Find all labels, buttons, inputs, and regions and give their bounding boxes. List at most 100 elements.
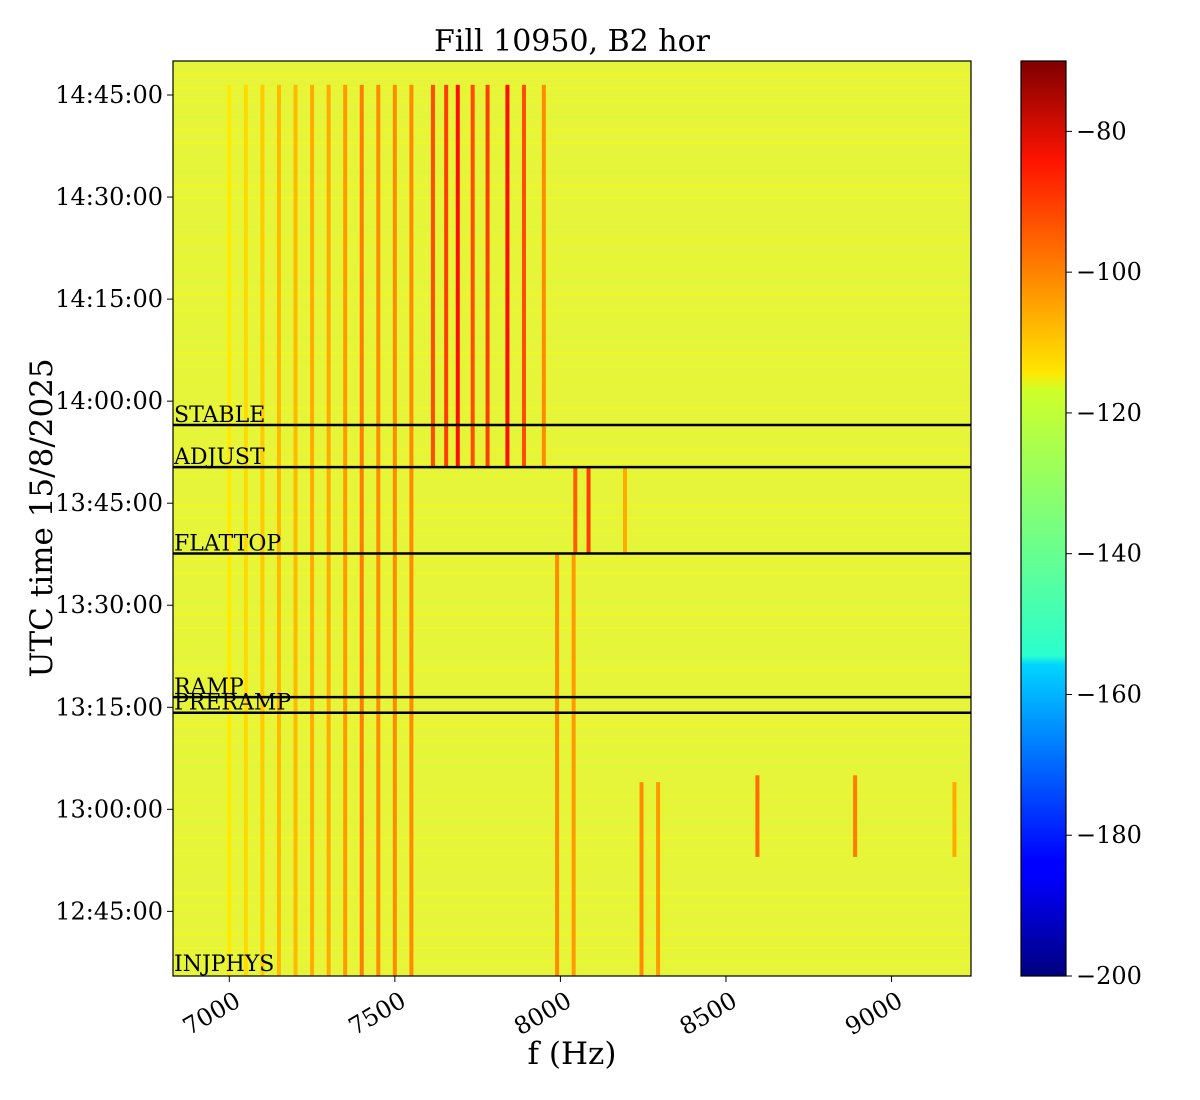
spectral-line (485, 84, 490, 468)
phase-marker-label: ADJUST (173, 445, 265, 470)
noise-band (173, 365, 971, 367)
x-tick-label: 9000 (840, 986, 907, 1041)
x-axis: 7000 7500 8000 8500 9000 (178, 976, 907, 1041)
colorbar-tick-label: −180 (1076, 821, 1142, 849)
spectral-line (409, 84, 414, 976)
y-tick-label: 13:30:00 (55, 591, 163, 619)
phase-marker-label: RAMP (174, 675, 244, 700)
noise-band (173, 449, 971, 451)
y-tick-label: 13:15:00 (55, 693, 163, 721)
noise-band (173, 310, 971, 312)
colorbar-tick-label: −100 (1076, 258, 1142, 286)
noise-band (173, 158, 971, 160)
spectral-line (656, 782, 661, 976)
noise-band (173, 504, 971, 506)
noise-band (173, 352, 971, 354)
chart-title: Fill 10950, B2 hor (434, 24, 711, 59)
spectral-line (310, 84, 315, 976)
spectral-line (639, 782, 644, 976)
noise-band (173, 61, 971, 63)
phase-marker-label: STABLE (174, 403, 265, 428)
y-tick-label: 12:45:00 (55, 897, 163, 925)
y-axis: 12:45:00 13:00:00 13:15:00 13:30:00 13:45:00… (55, 81, 173, 925)
x-tick-label: 7000 (178, 986, 245, 1041)
noise-band (173, 517, 971, 519)
noise-band (173, 239, 971, 241)
spectral-line (952, 782, 957, 857)
colorbar-tick-label: −80 (1076, 117, 1127, 145)
spectral-line (571, 553, 576, 976)
noise-band (173, 462, 971, 464)
noise-band (173, 530, 971, 532)
y-tick-label: 13:00:00 (55, 795, 163, 823)
noise-band (173, 255, 971, 257)
phase-marker-label: FLATTOP (174, 532, 281, 557)
phase-marker-label: INJPHYS (174, 952, 274, 977)
noise-band (173, 420, 971, 422)
y-tick-label: 14:15:00 (55, 285, 163, 313)
spectral-line (586, 467, 591, 554)
spectral-line (853, 775, 858, 857)
noise-band (173, 142, 971, 144)
x-axis-label: f (Hz) (528, 1036, 617, 1072)
noise-band (173, 116, 971, 118)
noise-band (173, 268, 971, 270)
noise-band (173, 100, 971, 102)
spectral-line (541, 84, 546, 468)
colorbar-tick-label: −140 (1076, 540, 1142, 568)
noise-band (173, 475, 971, 477)
colorbar-tick-label: −120 (1076, 399, 1142, 427)
spectral-line (470, 84, 475, 468)
spectral-line (521, 84, 526, 468)
heatmap-layer (173, 61, 971, 976)
colorbar-tick-label: −200 (1076, 962, 1142, 990)
noise-band (173, 87, 971, 89)
y-tick-label: 13:45:00 (55, 489, 163, 517)
x-tick-label: 8000 (509, 986, 576, 1041)
spectral-line (326, 84, 331, 976)
phase-marker-label: PRERAMP (174, 691, 291, 716)
spectral-line (376, 84, 381, 976)
noise-band (173, 323, 971, 325)
noise-band (173, 433, 971, 435)
spectral-line (755, 775, 760, 857)
spectral-line (343, 84, 348, 976)
noise-band (173, 281, 971, 283)
y-tick-label: 14:00:00 (55, 387, 163, 415)
noise-band (173, 336, 971, 338)
spectral-line (260, 84, 265, 976)
spectral-line (444, 84, 449, 468)
y-axis-label: UTC time 15/8/2025 (24, 358, 60, 677)
noise-band (173, 213, 971, 215)
spectral-line (555, 553, 560, 976)
colorbar-tick-label: −160 (1076, 680, 1142, 708)
noise-band (173, 197, 971, 199)
noise-band (173, 407, 971, 409)
spectral-line (455, 84, 460, 468)
spectral-line (359, 84, 364, 976)
noise-band (173, 294, 971, 296)
noise-band (173, 184, 971, 186)
spectral-line (573, 467, 578, 554)
spectral-line (227, 84, 232, 976)
noise-band (173, 226, 971, 228)
spectral-line (243, 84, 248, 976)
x-tick-label: 7500 (344, 986, 411, 1041)
spectral-line (276, 84, 281, 976)
noise-band (173, 546, 971, 548)
spectral-line (505, 84, 510, 468)
x-tick-label: 8500 (675, 986, 742, 1041)
y-tick-label: 14:30:00 (55, 183, 163, 211)
noise-band (173, 378, 971, 380)
y-tick-label: 14:45:00 (55, 81, 163, 109)
colorbar (1020, 60, 1067, 977)
noise-band (173, 74, 971, 76)
spectral-line (293, 84, 298, 976)
noise-band (173, 129, 971, 131)
noise-band (173, 171, 971, 173)
spectral-line (430, 84, 435, 468)
plot-frame (172, 60, 972, 977)
